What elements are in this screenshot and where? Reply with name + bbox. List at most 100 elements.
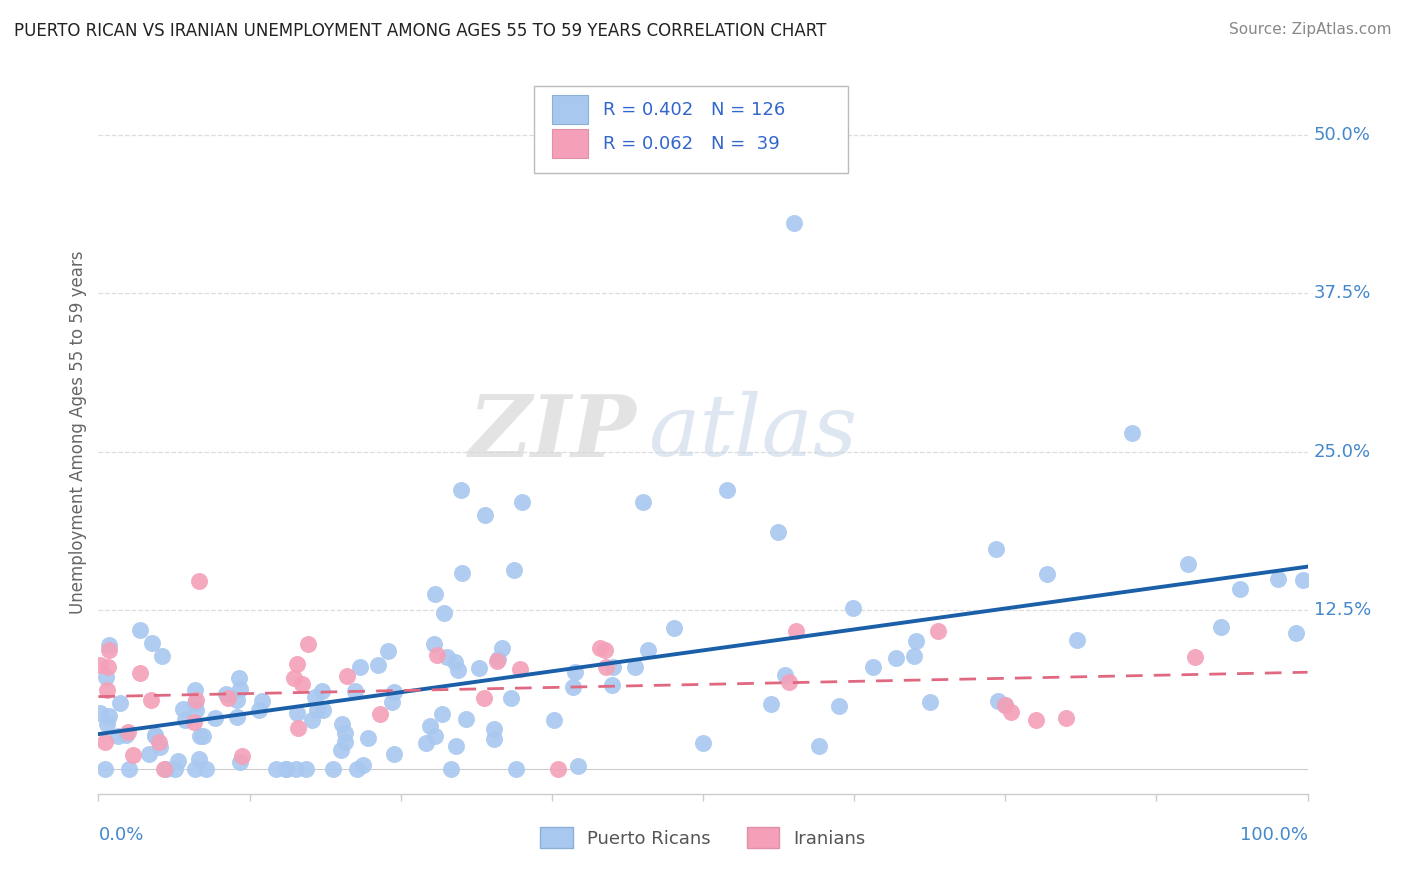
Point: [600, 678, 623, 692]
Point: [785, 624, 807, 639]
Point: [547, 762, 569, 776]
Point: [138, 747, 160, 761]
Point: [415, 736, 437, 750]
Point: [499, 690, 522, 705]
Point: [444, 739, 467, 753]
Point: [439, 762, 461, 776]
Point: [377, 644, 399, 658]
Point: [450, 483, 472, 497]
Point: [89, 706, 111, 720]
Point: [96, 682, 118, 697]
Point: [307, 702, 329, 716]
Point: [311, 684, 333, 698]
Point: [450, 566, 472, 580]
Point: [228, 672, 250, 686]
Point: [886, 651, 908, 665]
Point: [903, 649, 925, 664]
Point: [294, 762, 316, 776]
Point: [285, 657, 308, 672]
FancyBboxPatch shape: [551, 95, 588, 124]
Point: [1066, 632, 1088, 647]
Point: [692, 736, 714, 750]
Point: [367, 657, 389, 672]
Text: R = 0.062: R = 0.062: [603, 135, 693, 153]
Point: [322, 762, 344, 776]
Point: [904, 634, 927, 648]
Point: [1025, 713, 1047, 727]
Point: [285, 706, 308, 720]
Point: [94, 762, 117, 776]
Point: [97, 638, 120, 652]
Point: [183, 714, 205, 729]
Text: 100.0%: 100.0%: [1240, 826, 1308, 845]
Point: [510, 495, 533, 509]
Point: [346, 762, 368, 776]
Point: [264, 762, 287, 776]
Point: [505, 762, 527, 776]
Point: [474, 508, 496, 522]
Point: [662, 621, 685, 635]
Point: [920, 695, 942, 709]
Point: [430, 707, 453, 722]
Point: [423, 587, 446, 601]
Point: [122, 747, 145, 762]
Point: [312, 703, 335, 717]
Point: [108, 696, 131, 710]
Point: [114, 728, 136, 742]
Point: [491, 640, 513, 655]
Point: [1177, 558, 1199, 572]
Point: [343, 684, 366, 698]
Point: [593, 643, 616, 657]
Point: [96, 660, 118, 674]
Point: [247, 703, 270, 717]
Text: 37.5%: 37.5%: [1313, 285, 1371, 302]
Point: [773, 668, 796, 682]
Point: [291, 677, 314, 691]
Point: [381, 695, 404, 709]
Point: [425, 729, 447, 743]
Point: [454, 712, 477, 726]
Text: Source: ZipAtlas.com: Source: ZipAtlas.com: [1229, 22, 1392, 37]
Point: [382, 747, 405, 761]
Point: [827, 698, 849, 713]
Point: [482, 731, 505, 746]
Point: [283, 672, 305, 686]
Point: [153, 762, 176, 776]
Text: N =  39: N = 39: [711, 135, 780, 153]
Point: [1121, 425, 1143, 440]
Point: [287, 721, 309, 735]
Point: [250, 693, 273, 707]
Point: [226, 709, 249, 723]
Point: [172, 702, 194, 716]
Point: [433, 606, 456, 620]
Text: 12.5%: 12.5%: [1313, 601, 1371, 619]
Point: [117, 725, 139, 739]
Point: [1036, 566, 1059, 581]
Point: [467, 661, 489, 675]
Point: [768, 524, 790, 539]
Point: [1000, 705, 1022, 719]
Point: [436, 649, 458, 664]
Point: [595, 660, 617, 674]
Point: [357, 731, 380, 745]
Point: [589, 641, 612, 656]
Point: [778, 675, 800, 690]
Point: [167, 754, 190, 768]
Point: [155, 762, 177, 776]
Point: [370, 706, 392, 721]
Point: [165, 762, 187, 776]
Point: [96, 716, 118, 731]
Point: [927, 624, 949, 639]
Point: [297, 637, 319, 651]
Point: [304, 690, 326, 705]
Point: [141, 636, 163, 650]
Point: [1285, 625, 1308, 640]
Point: [782, 217, 804, 231]
Point: [285, 762, 308, 776]
Point: [426, 648, 449, 663]
Point: [118, 762, 141, 776]
Point: [149, 739, 172, 754]
Point: [183, 762, 205, 776]
Point: [195, 762, 218, 776]
Point: [274, 762, 297, 776]
